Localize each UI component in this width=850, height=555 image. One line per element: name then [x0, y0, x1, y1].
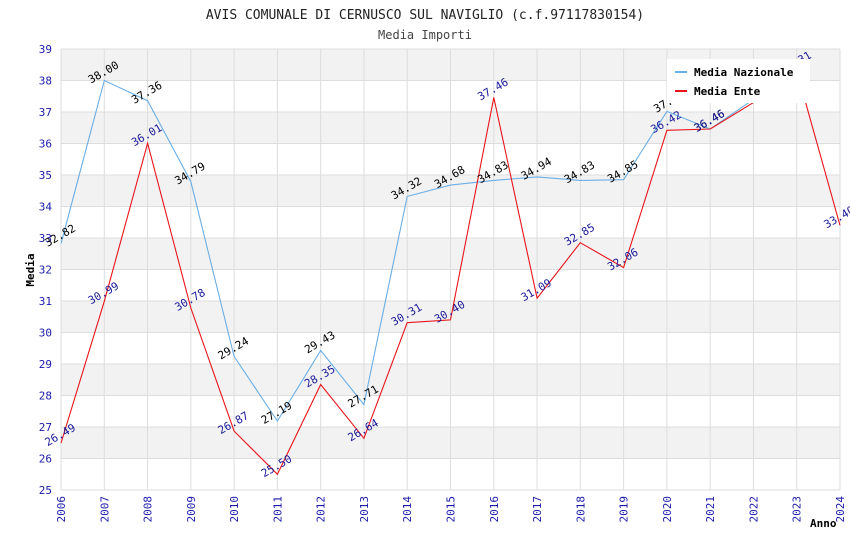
y-tick-label: 25: [39, 484, 52, 497]
series-line: [60, 69, 841, 476]
x-axis-label: Anno: [810, 517, 837, 530]
data-label: 27.19: [259, 399, 294, 427]
legend-box: [667, 59, 810, 103]
x-tick-label: 2022: [747, 496, 760, 523]
chart-title: AVIS COMUNALE DI CERNUSCO SUL NAVIGLIO (…: [206, 8, 644, 23]
series-line: [60, 70, 798, 423]
chart-subtitle: Media Importi: [378, 28, 472, 42]
x-tick-label: 2006: [55, 496, 68, 523]
y-tick-label: 32: [39, 264, 52, 277]
x-tick-label: 2021: [704, 496, 717, 523]
x-tick-label: 2023: [791, 496, 804, 523]
x-tick-label: 2018: [574, 496, 587, 523]
y-tick-label: 39: [39, 43, 52, 56]
x-tick-label: 2019: [618, 496, 631, 523]
y-tick-label: 33: [39, 232, 52, 245]
legend-entry: Media Nazionale: [694, 66, 794, 79]
data-label: 33.40: [822, 203, 850, 231]
y-axis-ticks: 25 26 27 28 29 30 31 32 33 34 35 36 37 38 39: [39, 43, 53, 497]
y-tick-label: 36: [39, 138, 52, 151]
y-tick-label: 30: [39, 327, 52, 340]
x-tick-label: 2009: [185, 496, 198, 523]
data-label: 37.36: [129, 79, 164, 107]
y-tick-label: 38: [39, 75, 52, 88]
y-tick-label: 27: [39, 421, 52, 434]
y-tick-label: 26: [39, 453, 52, 466]
x-tick-label: 2014: [401, 496, 414, 523]
y-tick-label: 37: [39, 106, 52, 119]
x-tick-label: 2015: [445, 496, 458, 523]
y-axis-label: Media: [24, 253, 37, 286]
x-tick-label: 2012: [315, 496, 328, 523]
y-tick-label: 28: [39, 390, 52, 403]
x-tick-label: 2024: [834, 496, 847, 523]
x-tick-label: 2017: [531, 496, 544, 523]
legend: Media Nazionale Media Ente: [667, 59, 810, 103]
x-tick-label: 2010: [228, 496, 241, 523]
x-tick-label: 2013: [358, 496, 371, 523]
series-lines: [60, 69, 841, 476]
y-tick-label: 34: [39, 201, 53, 214]
x-axis-ticks: 2006 2007 2008 2009 2010 2011 2012 2013 2014 2015…: [55, 496, 847, 523]
y-tick-label: 31: [39, 295, 52, 308]
y-tick-label: 29: [39, 358, 52, 371]
y-tick-label: 35: [39, 169, 52, 182]
data-label: 29.24: [216, 334, 252, 362]
x-tick-label: 2011: [271, 496, 284, 523]
x-tick-label: 2008: [142, 496, 155, 523]
x-tick-label: 2016: [488, 496, 501, 523]
data-label: 31.09: [519, 276, 554, 304]
grid-lines: [60, 48, 841, 491]
legend-entry: Media Ente: [694, 85, 761, 98]
x-tick-label: 2007: [98, 496, 111, 523]
x-tick-label: 2020: [661, 496, 674, 523]
